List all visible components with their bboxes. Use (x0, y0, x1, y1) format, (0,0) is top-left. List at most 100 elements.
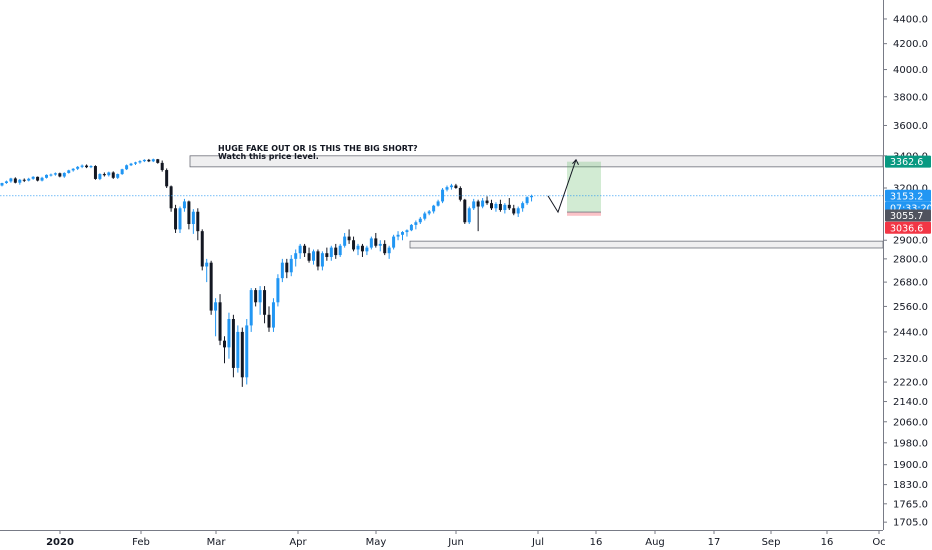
position-stop-zone (567, 212, 601, 216)
y-tick-label: 2220.0 (893, 378, 928, 389)
candle-body (481, 200, 485, 207)
candle-body (134, 162, 137, 164)
candle-body (93, 166, 97, 179)
y-tick-label: 4000.0 (893, 65, 928, 76)
candle-body (22, 179, 26, 181)
candle-body (62, 172, 66, 177)
candle-body (240, 331, 244, 378)
level-price-badge (885, 209, 931, 222)
candle-body (138, 161, 142, 163)
candle-body (9, 178, 13, 182)
candle-body (525, 197, 529, 204)
candle-body (120, 169, 124, 175)
y-tick-label: 2140.0 (893, 397, 928, 408)
candle-body (441, 189, 445, 202)
candle-body (245, 325, 249, 378)
y-tick-label: 1705.0 (893, 518, 928, 529)
level-price-badge-text: 3055.7 (890, 211, 923, 222)
candle-body (418, 218, 422, 223)
candle-body (298, 245, 302, 254)
y-tick-label: 3800.0 (893, 92, 928, 103)
y-tick-label: 1765.0 (893, 499, 928, 510)
candle-body (18, 179, 22, 183)
candle-body (427, 211, 431, 214)
y-tick-label: 2440.0 (893, 327, 928, 338)
candle-body (463, 199, 467, 223)
candle-body (107, 172, 111, 176)
stop-price-badge (885, 221, 931, 234)
candle-body (249, 290, 253, 326)
candle-body (111, 172, 115, 178)
candle-body (338, 245, 342, 256)
candle-body (383, 243, 387, 254)
candle-body (289, 258, 293, 273)
stop-price-badge-text: 3036.6 (890, 223, 923, 234)
candle-body (414, 222, 418, 225)
candle-body (294, 253, 298, 259)
annotation-line1: HUGE FAKE OUT OR IS THIS THE BIG SHORT? (218, 144, 418, 153)
candle-body (151, 159, 155, 162)
candle-body (303, 245, 307, 254)
candle-body (142, 159, 146, 162)
candle-body (267, 314, 271, 328)
candle-body (27, 178, 31, 181)
candle-body (516, 208, 520, 214)
candle-body (174, 208, 178, 230)
candle-body (498, 203, 502, 211)
candle-body (352, 240, 356, 250)
candle-body (316, 251, 320, 267)
y-tick-label: 2560.0 (893, 302, 928, 313)
candle-body (378, 243, 382, 246)
candle-body (53, 173, 57, 175)
y-tick-label: 3600.0 (893, 121, 928, 132)
y-tick-label: 3200.0 (893, 183, 928, 194)
x-tick-label: 16 (590, 537, 603, 548)
x-tick-label: Feb (132, 537, 150, 548)
overlay-layer: HUGE FAKE OUT OR IS THIS THE BIG SHORT?W… (0, 144, 883, 214)
candle-body (467, 208, 471, 223)
candle-body (432, 205, 436, 212)
candle-body (263, 290, 267, 315)
candle-body (182, 201, 186, 209)
candle-body (356, 245, 360, 250)
x-tick-label: Aug (645, 537, 665, 548)
candle-body (343, 236, 347, 246)
candle-body (449, 185, 453, 188)
candle-body (196, 211, 200, 232)
candle-body (347, 236, 351, 241)
x-tick-label: 17 (708, 537, 721, 548)
candle-body (369, 238, 373, 248)
candle-body (4, 181, 8, 184)
candle-body (102, 174, 106, 176)
candle-body (80, 165, 84, 167)
target-price-badge (885, 155, 931, 168)
candle-body (320, 253, 324, 267)
candle-body (165, 170, 169, 187)
candle-body (236, 331, 240, 368)
x-tick-label: Mar (207, 537, 227, 548)
y-tick-label: 1830.0 (893, 480, 928, 491)
candle-body (307, 253, 311, 261)
countdown-badge-text: 07:33:20 (890, 203, 932, 214)
y-tick-label: 4200.0 (893, 39, 928, 50)
candle-body (374, 238, 378, 246)
candle-body (454, 185, 458, 188)
candle-body (231, 319, 235, 368)
y-tick-label: 1900.0 (893, 460, 928, 471)
candle-body (31, 176, 35, 179)
candles-layer (0, 158, 534, 387)
y-tick-label: 2680.0 (893, 278, 928, 289)
zones-layer (189, 155, 884, 249)
candle-body (312, 251, 315, 261)
candle-body (436, 201, 440, 206)
candle-body (409, 224, 413, 231)
candle-body (521, 203, 525, 209)
candle-body (445, 187, 449, 190)
candle-body (67, 170, 71, 173)
candle-body (387, 247, 391, 254)
candle-body (178, 208, 182, 230)
y-tick-label: 2900.0 (893, 236, 928, 247)
candle-body (476, 201, 480, 207)
candle-body (254, 290, 258, 303)
x-tick-label: Apr (289, 537, 307, 548)
